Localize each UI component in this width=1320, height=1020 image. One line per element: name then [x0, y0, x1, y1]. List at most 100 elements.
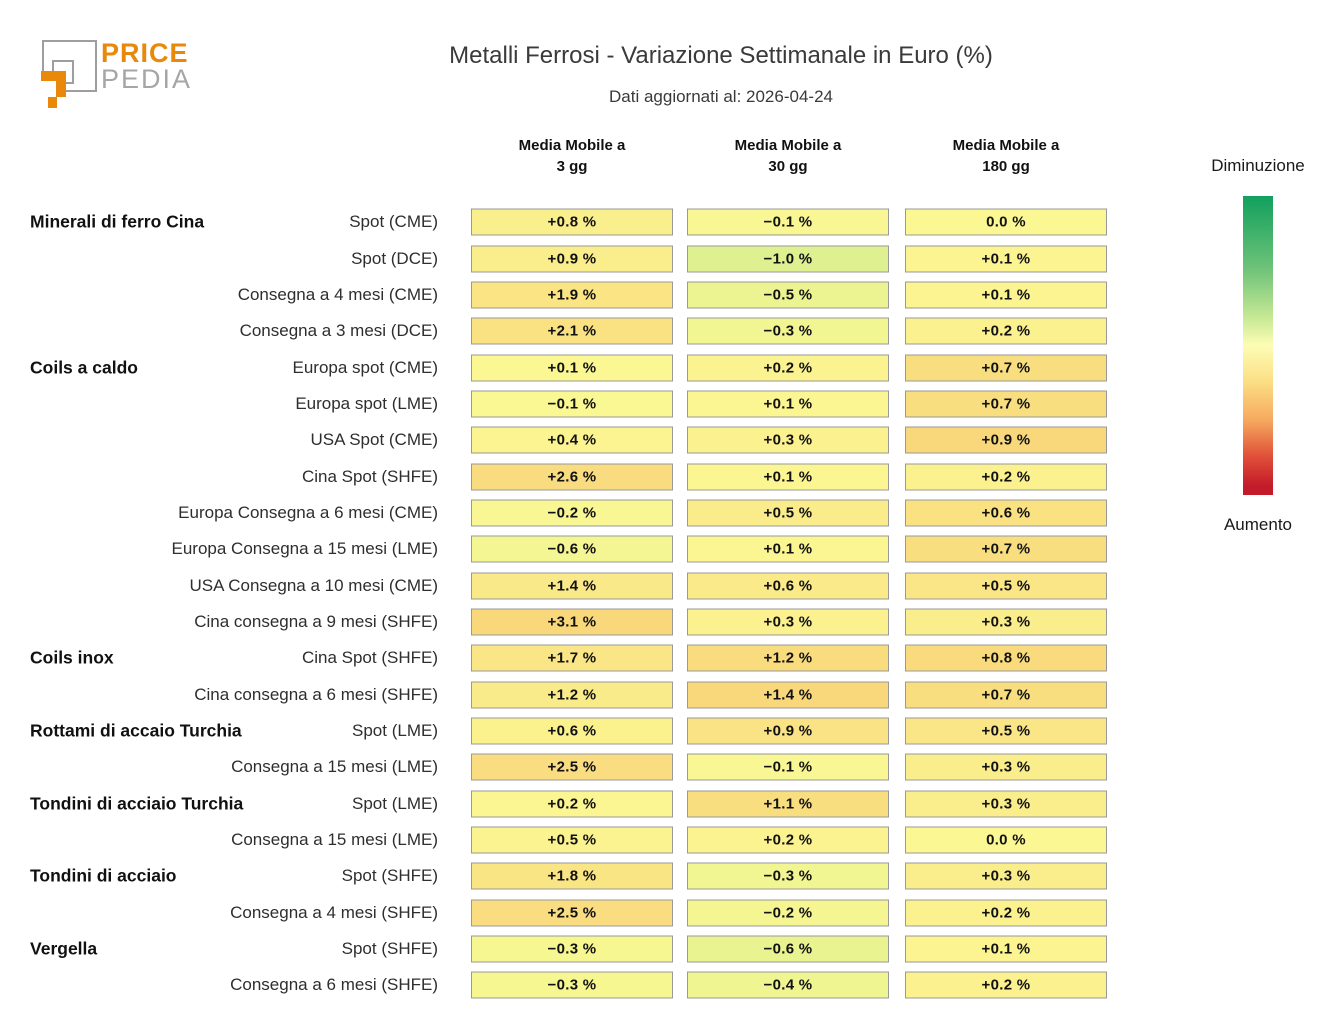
heatmap-cell: −0.1 %	[471, 390, 673, 418]
heatmap-table: Minerali di ferro Cina Spot (CME) +0.8 % −0…	[0, 204, 1130, 1004]
heatmap-row: USA Consegna a 10 mesi (CME) +1.4 % +0.6 %…	[0, 567, 1130, 603]
heatmap-cell: +0.7 %	[905, 390, 1107, 418]
heatmap-cell: +0.1 %	[905, 935, 1107, 963]
heatmap-cell: +0.3 %	[687, 426, 889, 454]
row-label: Consegna a 3 mesi (DCE)	[239, 321, 438, 341]
row-label: Spot (LME)	[352, 793, 438, 813]
heatmap-cell: +0.7 %	[905, 681, 1107, 709]
heatmap-cell: +0.5 %	[471, 826, 673, 854]
page-title: Metalli Ferrosi - Variazione Settimanale…	[449, 42, 993, 69]
heatmap-cell: +0.6 %	[687, 572, 889, 600]
heatmap-row: Tondini di acciaio Turchia Spot (LME) +0.2…	[0, 786, 1130, 822]
heatmap-cell: +0.3 %	[687, 608, 889, 636]
row-label: Consegna a 6 mesi (SHFE)	[230, 975, 438, 995]
heatmap-row: Consegna a 15 mesi (LME) +0.5 % +0.2 % 0.0 …	[0, 822, 1130, 858]
heatmap-cell: 0.0 %	[905, 208, 1107, 236]
heatmap-cell: +0.1 %	[687, 535, 889, 563]
logo-shape	[56, 71, 66, 97]
row-label: Cina consegna a 6 mesi (SHFE)	[194, 684, 438, 704]
heatmap-cell: +1.4 %	[687, 681, 889, 709]
logo-shape	[42, 40, 97, 42]
heatmap-row: Tondini di acciaio Spot (SHFE) +1.8 % −0.3 …	[0, 858, 1130, 894]
row-label: Europa Consegna a 15 mesi (LME)	[171, 539, 438, 559]
heatmap-cell: +0.6 %	[905, 499, 1107, 527]
logo-shape	[95, 40, 97, 92]
heatmap-cell: +0.3 %	[905, 608, 1107, 636]
group-label: Vergella	[30, 938, 98, 959]
row-label: Cina Spot (SHFE)	[301, 648, 438, 668]
heatmap-cell: +1.9 %	[471, 281, 673, 309]
heatmap-cell: −0.3 %	[687, 862, 889, 890]
row-label: USA Consegna a 10 mesi (CME)	[189, 575, 439, 595]
heatmap-cell: +0.2 %	[905, 317, 1107, 345]
heatmap-row: Cina consegna a 6 mesi (SHFE) +1.2 % +1.4 …	[0, 676, 1130, 712]
heatmap-cell: −0.5 %	[687, 281, 889, 309]
heatmap-cell: +0.2 %	[905, 463, 1107, 491]
logo-shape	[62, 90, 97, 92]
row-label: Consegna a 4 mesi (SHFE)	[230, 902, 438, 922]
heatmap-cell: +2.6 %	[471, 463, 673, 491]
heatmap-row: Coils a caldo Europa spot (CME) +0.1 % +0.2…	[0, 349, 1130, 385]
heatmap-cell: +0.1 %	[905, 281, 1107, 309]
heatmap-cell: +1.8 %	[471, 862, 673, 890]
heatmap-row: Europa spot (LME) −0.1 % +0.1 % +0.7 %	[0, 386, 1130, 422]
heatmap-row: Europa Consegna a 15 mesi (LME) −0.6 % +0.…	[0, 531, 1130, 567]
heatmap-cell: +0.8 %	[471, 208, 673, 236]
heatmap-cell: +1.2 %	[471, 681, 673, 709]
heatmap-row: Consegna a 4 mesi (CME) +1.9 % −0.5 % +0.1 …	[0, 277, 1130, 313]
row-label: Spot (DCE)	[351, 248, 438, 268]
row-label: Europa Consegna a 6 mesi (CME)	[178, 502, 438, 522]
heatmap-cell: +0.4 %	[471, 426, 673, 454]
heatmap-cell: +0.6 %	[471, 717, 673, 745]
logo-text-pedia: PEDIA	[101, 64, 193, 94]
heatmap-cell: +0.2 %	[471, 790, 673, 818]
heatmap-cell: −1.0 %	[687, 245, 889, 273]
heatmap-row: Consegna a 15 mesi (LME) +2.5 % −0.1 % +0.3…	[0, 749, 1130, 785]
heatmap-row: Cina consegna a 9 mesi (SHFE) +3.1 % +0.3 …	[0, 604, 1130, 640]
group-label: Rottami di accaio Turchia	[30, 720, 242, 741]
row-label: USA Spot (CME)	[310, 430, 438, 450]
heatmap-cell: +0.9 %	[471, 245, 673, 273]
logo-shape	[42, 40, 44, 78]
group-label: Coils a caldo	[30, 357, 138, 378]
heatmap-cell: +0.5 %	[905, 572, 1107, 600]
heatmap-cell: +0.3 %	[905, 753, 1107, 781]
logo-shape	[52, 60, 54, 72]
legend-colorbar	[1243, 196, 1273, 495]
row-label: Consegna a 15 mesi (LME)	[231, 757, 438, 777]
heatmap-cell: +0.8 %	[905, 644, 1107, 672]
column-header-180-gg: Media Mobile a 180 gg	[952, 137, 1060, 175]
pricepedia-logo: PRICE PEDIA	[0, 0, 260, 130]
logo-shape	[52, 60, 74, 62]
row-label: Consegna a 4 mesi (CME)	[237, 284, 438, 304]
heatmap-cell: −0.2 %	[687, 899, 889, 927]
row-label: Spot (SHFE)	[341, 939, 438, 959]
heatmap-cell: −0.6 %	[687, 935, 889, 963]
group-label: Tondini di acciaio	[30, 865, 177, 886]
group-label: Minerali di ferro Cina	[30, 211, 205, 232]
heatmap-row: Minerali di ferro Cina Spot (CME) +0.8 % −0…	[0, 204, 1130, 240]
heatmap-row: Rottami di accaio Turchia Spot (LME) +0.6 …	[0, 713, 1130, 749]
heatmap-cell: +0.9 %	[687, 717, 889, 745]
heatmap-row: Vergella Spot (SHFE) −0.3 % −0.6 % +0.1 %	[0, 931, 1130, 967]
heatmap-cell: +2.5 %	[471, 753, 673, 781]
column-header-3-gg: Media Mobile a 3 gg	[518, 137, 626, 175]
heatmap-row: Europa Consegna a 6 mesi (CME) −0.2 % +0.5…	[0, 495, 1130, 531]
heatmap-cell: +2.5 %	[471, 899, 673, 927]
heatmap-row: Consegna a 3 mesi (DCE) +2.1 % −0.3 % +0.2 …	[0, 313, 1130, 349]
heatmap-row: Cina Spot (SHFE) +2.6 % +0.1 % +0.2 %	[0, 458, 1130, 494]
heatmap-cell: +0.7 %	[905, 535, 1107, 563]
logo-shape	[72, 60, 74, 84]
heatmap-row: Coils inox Cina Spot (SHFE) +1.7 % +1.2 % +0…	[0, 640, 1130, 676]
row-label: Cina Spot (SHFE)	[301, 466, 438, 486]
heatmap-cell: −0.1 %	[687, 208, 889, 236]
row-label: Europa spot (LME)	[295, 393, 438, 413]
heatmap-cell: +0.5 %	[687, 499, 889, 527]
heatmap-cell: −0.3 %	[471, 935, 673, 963]
column-header-30-gg: Media Mobile a 30 gg	[734, 137, 842, 175]
heatmap-cell: +1.4 %	[471, 572, 673, 600]
heatmap-cell: −0.4 %	[687, 971, 889, 999]
row-label: Spot (SHFE)	[341, 866, 438, 886]
heatmap-cell: 0.0 %	[905, 826, 1107, 854]
heatmap-cell: +0.3 %	[905, 790, 1107, 818]
